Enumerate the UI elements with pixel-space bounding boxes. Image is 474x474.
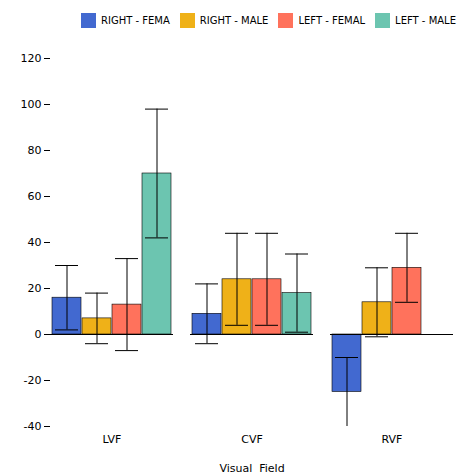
html-text:LEFT - MALE: LEFT - MALE: [395, 15, 456, 26]
svg-text:60: 60: [28, 190, 42, 203]
svg-text:20: 20: [28, 282, 42, 295]
html-text:LEFT - FEMAL: LEFT - FEMAL: [298, 15, 366, 26]
svg-text:120: 120: [21, 52, 42, 65]
svg-text:-20: -20: [24, 374, 42, 387]
svg-text:RVF: RVF: [382, 433, 403, 446]
svg-text:100: 100: [21, 98, 42, 111]
html-text:RIGHT - MALE: RIGHT - MALE: [199, 15, 269, 26]
svg-text:0: 0: [35, 328, 42, 341]
svg-text:-40: -40: [24, 420, 42, 433]
svg-text:Visual Field: Visual Field: [219, 462, 284, 474]
svg-text:CVF: CVF: [241, 433, 263, 446]
svg-text:40: 40: [28, 236, 42, 249]
svg-text:80: 80: [28, 144, 42, 157]
svg-text:LVF: LVF: [103, 433, 122, 446]
html-text:RIGHT - FEMA: RIGHT - FEMA: [101, 15, 170, 26]
